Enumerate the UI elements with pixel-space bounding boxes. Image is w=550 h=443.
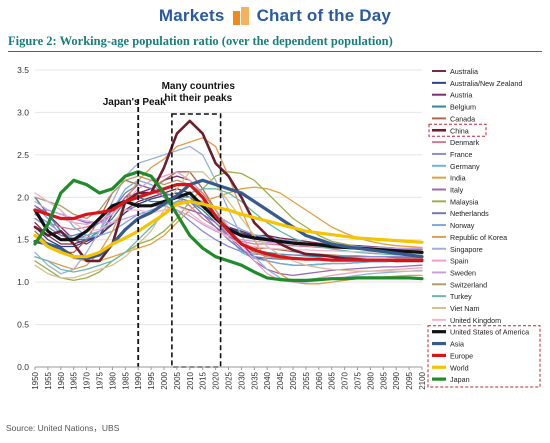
source-note: Source: United Nations，UBS [6, 423, 120, 433]
y-tick-label: 0.0 [17, 362, 29, 372]
legend-label: Spain [450, 257, 468, 266]
header-banner: Markets Chart of the Day [0, 0, 550, 32]
x-tick-label: 2100 [418, 371, 427, 389]
chart-grid [35, 69, 422, 368]
x-tick-label: 2095 [405, 371, 414, 389]
legend-label: Japan [450, 375, 470, 384]
x-tick-label: 2085 [379, 371, 388, 389]
legend-label: Europe [450, 351, 473, 360]
legend-label: Sweden [450, 268, 476, 277]
legend-label: Switzerland [450, 280, 487, 289]
x-tick-label: 1965 [70, 371, 79, 389]
x-tick-label: 2070 [341, 371, 350, 389]
peak-period-box [171, 113, 222, 368]
legend-label: Turkey [450, 292, 472, 301]
x-tick-label: 1995 [147, 371, 156, 389]
series-line-spain [34, 171, 423, 283]
series-line-united-kingdom [34, 192, 423, 254]
x-tick-label: 2000 [160, 371, 169, 389]
x-tick-label: 1975 [96, 371, 105, 389]
x-tick-label: 2005 [173, 371, 182, 389]
legend-label: France [450, 150, 472, 159]
x-tick-label: 2020 [212, 371, 221, 389]
x-tick-label: 2050 [289, 371, 298, 389]
chart-axes: 0.0 0.5 1.0 1.5 2.0 2.5 3.0 3.5 1950 1955 1960 1965… [17, 65, 427, 390]
x-tick-label: 2065 [328, 371, 337, 389]
y-tick-label: 2.0 [17, 192, 29, 202]
series-line-world [33, 199, 424, 259]
y-tick-label: 1.5 [17, 235, 29, 245]
chart-legend: Australia Australia/New Zealand Austria Bel… [427, 67, 541, 388]
legend-label: Asia [450, 340, 464, 349]
x-tick-label: 2025 [225, 371, 234, 389]
series-line-asia [33, 178, 424, 260]
markets-title: Markets [158, 6, 225, 25]
x-tick-label: 2010 [186, 371, 195, 389]
y-tick-label: 1.0 [17, 277, 29, 287]
series-line-norway [34, 200, 423, 249]
peak-period-label: Many countries [162, 81, 236, 92]
legend-label: Netherlands [450, 209, 489, 218]
legend-label: United States of America [450, 328, 529, 337]
legend-label: Viet Nam [450, 304, 479, 313]
series-line-europe [33, 183, 424, 262]
x-tick-label: 1960 [57, 371, 66, 389]
legend-label: Malaysia [450, 197, 478, 206]
x-tick-label: 2075 [354, 371, 363, 389]
legend-label: World [450, 363, 469, 372]
legend-label: Italy [450, 186, 464, 195]
legend-label: Denmark [450, 138, 480, 147]
x-tick-label: 2060 [315, 371, 324, 389]
japan-peak-label: Japan's Peak [103, 97, 166, 108]
legend-label: United Kingdom [450, 316, 501, 325]
legend-label: India [450, 174, 466, 183]
chart-of-day-title: Chart of the Day [256, 6, 392, 25]
x-tick-label: 2015 [199, 371, 208, 389]
legend-highlight-china [428, 123, 487, 137]
legend-label: Germany [450, 162, 480, 171]
series-line-turkey [34, 188, 423, 273]
x-tick-label: 2030 [237, 371, 246, 389]
x-tick-label: 2040 [263, 371, 272, 389]
series-line-viet-nam [34, 171, 423, 279]
chart-lines [33, 119, 424, 285]
y-tick-label: 3.0 [17, 107, 29, 117]
legend-label: Austria [450, 91, 472, 100]
y-tick-label: 3.5 [17, 65, 29, 75]
peak-period-label: hit their peaks [164, 93, 232, 104]
legend-label: Norway [450, 221, 475, 230]
x-tick-label: 1990 [134, 371, 143, 389]
y-tick-label: 2.5 [17, 150, 29, 160]
chart-of-day-logo-icon [232, 7, 249, 25]
x-tick-label: 2055 [302, 371, 311, 389]
x-tick-label: 2035 [250, 371, 259, 389]
x-tick-label: 1985 [121, 371, 130, 389]
y-tick-label: 0.5 [17, 320, 29, 330]
x-tick-label: 1950 [31, 371, 40, 389]
legend-highlight-aggregates [427, 325, 541, 388]
legend-label: Singapore [450, 245, 483, 254]
x-tick-label: 2090 [392, 371, 401, 389]
x-tick-label: 1970 [83, 371, 92, 389]
x-tick-label: 2045 [276, 371, 285, 389]
legend-label: Canada [450, 114, 475, 123]
x-tick-label: 2080 [366, 371, 375, 389]
x-tick-label: 1955 [44, 371, 53, 389]
legend-label: Australia/New Zealand [450, 79, 522, 88]
legend-label: Republic of Korea [450, 233, 507, 242]
series-line-japan [33, 170, 424, 282]
figure-title: Figure 2: Working-age population ratio (… [8, 34, 393, 48]
legend-label: Belgium [450, 103, 476, 112]
x-tick-label: 1980 [108, 371, 117, 389]
legend-label: Australia [450, 67, 478, 76]
title-divider [8, 51, 542, 52]
legend-label: China [450, 126, 469, 135]
